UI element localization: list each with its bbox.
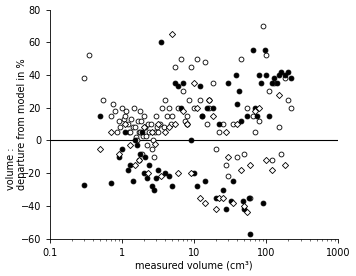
- X-axis label: measured volume (cm³): measured volume (cm³): [135, 261, 253, 270]
- Y-axis label: volume :
departure from model in %: volume : departure from model in %: [6, 58, 27, 190]
